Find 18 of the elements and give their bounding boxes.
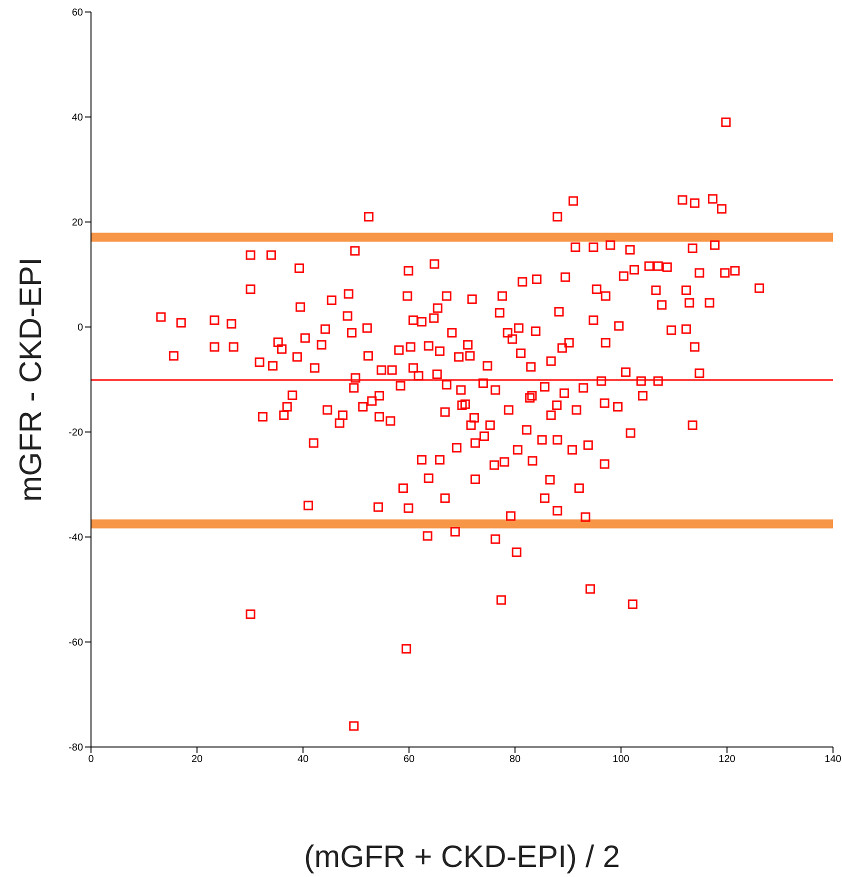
y-tick-label: 20 [72,218,84,229]
x-tick-label: 0 [88,754,94,766]
x-tick-label: 100 [612,754,630,766]
y-tick-label: 60 [72,8,84,19]
x-axis-title: (mGFR + CKD-EPI) / 2 [304,839,620,874]
y-tick-label: -60 [68,638,84,649]
x-tick-label: 40 [297,754,309,766]
x-tick-label: 60 [403,754,415,766]
y-axis-title: mGFR - CKD-EPI [13,257,48,502]
y-tick-label: -80 [68,742,84,754]
y-tick-label: -20 [68,428,84,439]
y-tick-label: 40 [72,112,84,124]
x-tick-label: 140 [824,754,842,766]
y-tick-label: 0 [77,322,84,334]
y-tick-label: -40 [68,532,84,544]
x-tick-label: 20 [191,754,203,766]
x-tick-label: 80 [509,754,521,766]
x-tick-label: 120 [718,754,736,766]
